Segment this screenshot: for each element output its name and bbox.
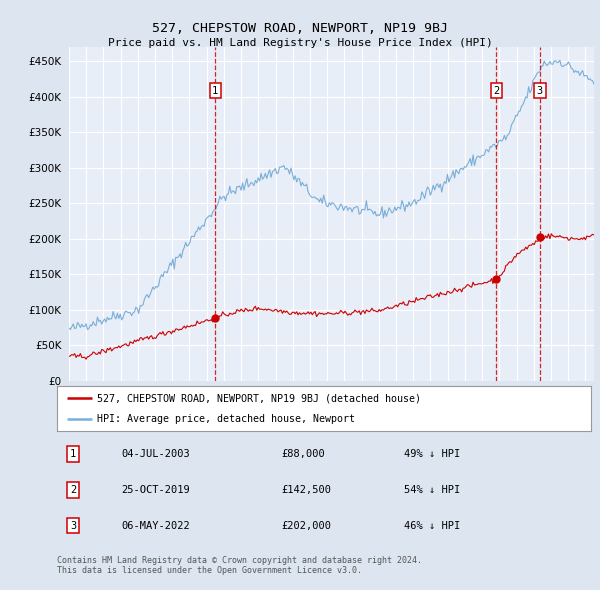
- Text: 1: 1: [70, 449, 76, 459]
- Text: 3: 3: [536, 86, 543, 96]
- Text: 1: 1: [212, 86, 218, 96]
- Text: 49% ↓ HPI: 49% ↓ HPI: [404, 449, 460, 459]
- Text: 527, CHEPSTOW ROAD, NEWPORT, NP19 9BJ (detached house): 527, CHEPSTOW ROAD, NEWPORT, NP19 9BJ (d…: [97, 394, 421, 404]
- Text: Contains HM Land Registry data © Crown copyright and database right 2024.
This d: Contains HM Land Registry data © Crown c…: [57, 556, 422, 575]
- Text: 06-MAY-2022: 06-MAY-2022: [121, 520, 190, 530]
- Text: 46% ↓ HPI: 46% ↓ HPI: [404, 520, 460, 530]
- Text: HPI: Average price, detached house, Newport: HPI: Average price, detached house, Newp…: [97, 414, 355, 424]
- Text: 04-JUL-2003: 04-JUL-2003: [121, 449, 190, 459]
- Text: 2: 2: [493, 86, 500, 96]
- Text: 527, CHEPSTOW ROAD, NEWPORT, NP19 9BJ: 527, CHEPSTOW ROAD, NEWPORT, NP19 9BJ: [152, 22, 448, 35]
- Text: 3: 3: [70, 520, 76, 530]
- Text: £142,500: £142,500: [281, 485, 331, 494]
- Text: Price paid vs. HM Land Registry's House Price Index (HPI): Price paid vs. HM Land Registry's House …: [107, 38, 493, 48]
- Text: £88,000: £88,000: [281, 449, 325, 459]
- Text: 54% ↓ HPI: 54% ↓ HPI: [404, 485, 460, 494]
- Text: £202,000: £202,000: [281, 520, 331, 530]
- Text: 25-OCT-2019: 25-OCT-2019: [121, 485, 190, 494]
- Text: 2: 2: [70, 485, 76, 494]
